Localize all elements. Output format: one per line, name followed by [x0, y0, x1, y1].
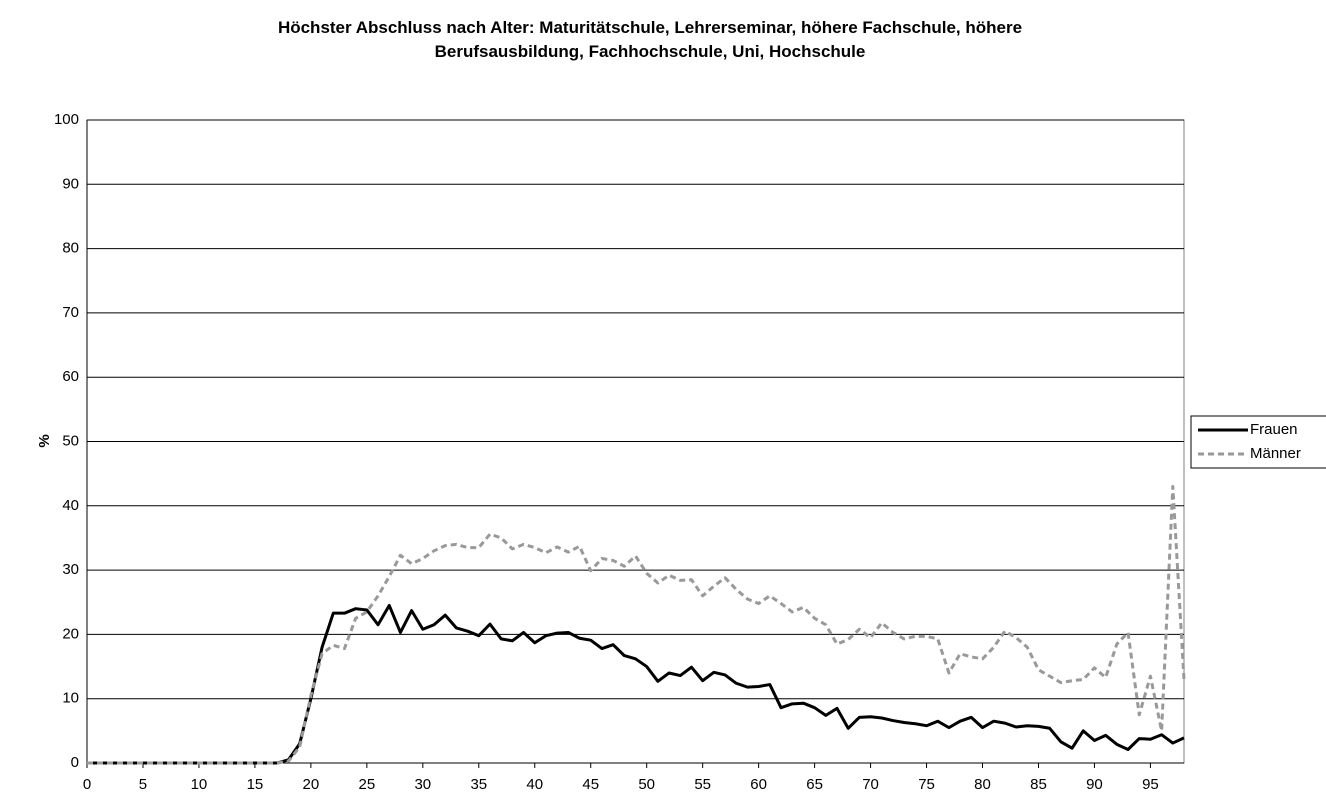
x-tick-label: 70 — [862, 776, 879, 793]
chart-title: Höchster Abschluss nach Alter: Maturität… — [277, 18, 1023, 61]
x-tick-label: 85 — [1030, 776, 1047, 793]
y-tick-label: 50 — [62, 432, 79, 449]
x-tick-label: 40 — [526, 776, 543, 793]
y-tick-label: 20 — [62, 625, 79, 642]
x-tick-label: 15 — [247, 776, 264, 793]
x-tick-label: 65 — [806, 776, 823, 793]
y-tick-label: 10 — [62, 690, 79, 707]
x-tick-label: 50 — [638, 776, 655, 793]
x-tick-label: 10 — [191, 776, 208, 793]
y-tick-label: 90 — [62, 175, 79, 192]
x-tick-label: 0 — [83, 776, 91, 793]
legend — [1190, 415, 1326, 469]
x-tick-label: 95 — [1142, 776, 1159, 793]
line-series — [87, 603, 1185, 765]
y-tick-label: 70 — [62, 304, 79, 321]
x-tick-label: 35 — [470, 776, 487, 793]
y-tick-label: 80 — [62, 240, 79, 257]
line-series — [87, 485, 1186, 765]
legend-label: Frauen — [1250, 421, 1298, 438]
x-tick-label: 80 — [974, 776, 991, 793]
x-tick-label: 5 — [139, 776, 147, 793]
y-tick-label: 30 — [62, 561, 79, 578]
x-tick-label: 25 — [359, 776, 376, 793]
x-tick-label: 55 — [694, 776, 711, 793]
y-axis-label: % — [36, 434, 53, 447]
x-tick-label: 75 — [918, 776, 935, 793]
y-tick-label: 0 — [71, 754, 79, 771]
x-tick-label: 60 — [750, 776, 767, 793]
x-tick-label: 30 — [414, 776, 431, 793]
y-tick-label: 40 — [62, 497, 79, 514]
y-tick-label: 100 — [54, 111, 79, 128]
y-tick-label: 60 — [62, 368, 79, 385]
x-tick-label: 20 — [303, 776, 320, 793]
x-tick-label: 45 — [582, 776, 599, 793]
x-tick-label: 90 — [1086, 776, 1103, 793]
legend-label: Männer — [1250, 445, 1301, 462]
